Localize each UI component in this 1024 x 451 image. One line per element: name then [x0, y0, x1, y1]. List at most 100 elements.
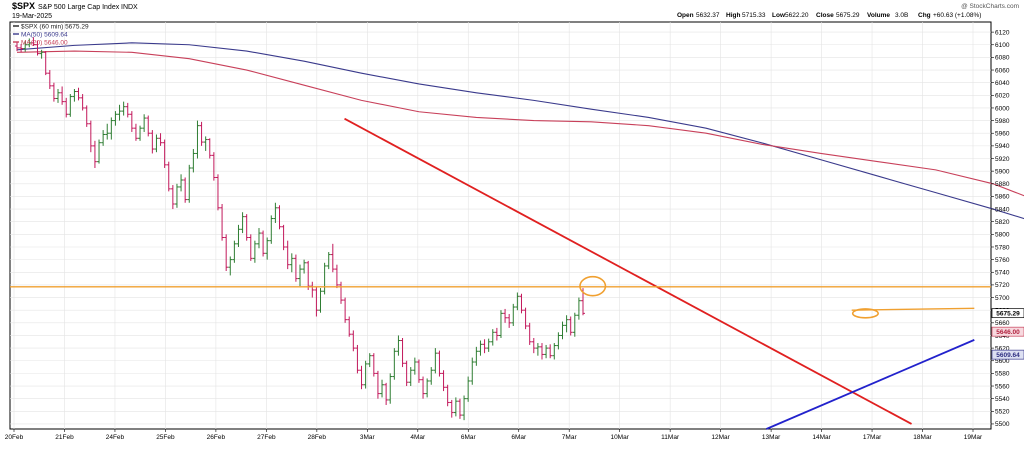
- price-bar: [43, 51, 48, 76]
- highlight-ellipse: [579, 275, 607, 297]
- price-bar: [445, 384, 450, 407]
- y-tick-label: 5760: [995, 257, 1010, 264]
- price-tag-text: 5646.00: [996, 329, 1020, 336]
- price-bar: [511, 303, 516, 326]
- price-bar: [560, 321, 565, 340]
- high-value: 5715.33: [742, 12, 766, 19]
- legend-item: $SPX (60 min) 5675.29: [13, 23, 89, 30]
- price-bar: [298, 264, 302, 287]
- price-bar: [322, 262, 327, 295]
- price-bar: [503, 308, 508, 323]
- price-bar: [326, 252, 331, 270]
- trendline: [765, 339, 975, 430]
- price-tag-text: 5609.64: [996, 352, 1020, 359]
- price-bar: [256, 228, 261, 249]
- price-bar: [35, 40, 40, 56]
- price-bar: [498, 310, 503, 338]
- price-tag-box: [991, 326, 1024, 337]
- price-bar: [539, 343, 544, 360]
- price-bar: [568, 316, 573, 336]
- price-bar: [576, 297, 581, 320]
- price-bar: [109, 117, 114, 140]
- price-bar: [412, 357, 417, 375]
- price-bar: [490, 329, 495, 346]
- y-tick-label: 5880: [995, 181, 1010, 188]
- price-bar: [97, 139, 102, 164]
- volume-label: Volume: [867, 12, 890, 19]
- price-bar: [27, 38, 32, 48]
- y-tick-label: 5620: [995, 345, 1010, 352]
- high-label: High: [726, 12, 740, 19]
- y-tick-label: 5780: [995, 244, 1010, 251]
- price-bar: [359, 365, 364, 390]
- watermark: @ StockCharts.com: [961, 3, 1019, 10]
- price-bar: [252, 240, 257, 263]
- price-bar: [162, 139, 167, 168]
- price-bar: [375, 370, 380, 399]
- price-bar: [121, 101, 126, 116]
- price-bar: [392, 348, 397, 380]
- price-bar: [129, 111, 134, 132]
- y-tick-label: 5540: [995, 396, 1010, 403]
- price-bar: [421, 376, 426, 399]
- price-bar: [125, 102, 130, 118]
- x-tick-label: 10Mar: [610, 434, 629, 441]
- price-tag-box: [991, 308, 1024, 319]
- price-bar: [367, 353, 372, 368]
- y-tick-label: 5980: [995, 118, 1010, 125]
- price-bar: [515, 292, 520, 311]
- price-bar: [105, 123, 110, 140]
- price-bar: [339, 281, 344, 304]
- price-bar: [150, 130, 155, 154]
- price-bar: [64, 97, 69, 118]
- price-bar: [60, 86, 65, 105]
- legend-label: MA(20) 5646.00: [21, 39, 68, 46]
- x-tick-label: 25Feb: [156, 434, 175, 441]
- x-tick-label: 28Feb: [308, 434, 327, 441]
- chart-name: S&P 500 Large Cap Index: [38, 4, 120, 11]
- price-bar: [396, 335, 401, 356]
- price-bar: [474, 346, 479, 366]
- y-tick-label: 5900: [995, 168, 1010, 175]
- x-tick-label: 20Feb: [5, 434, 24, 441]
- price-bar: [84, 105, 89, 127]
- price-bar: [101, 130, 106, 146]
- price-bar: [400, 337, 405, 368]
- price-bar: [174, 183, 179, 208]
- price-bar: [355, 344, 360, 374]
- y-tick-label: 6060: [995, 67, 1010, 74]
- price-bar: [527, 322, 532, 345]
- price-bar: [179, 174, 184, 192]
- price-bar: [453, 397, 458, 417]
- close-label: Close: [816, 12, 834, 19]
- price-bar: [478, 340, 483, 356]
- price-bar: [146, 115, 151, 137]
- low-value: 5622.20: [785, 12, 809, 19]
- x-tick-label: 3Mar: [360, 434, 376, 441]
- y-tick-label: 5660: [995, 320, 1010, 327]
- y-tick-label: 6120: [995, 29, 1010, 36]
- price-bar: [408, 367, 413, 387]
- x-tick-label: 19Mar: [964, 434, 983, 441]
- price-bar: [318, 288, 323, 313]
- y-tick-label: 6100: [995, 42, 1010, 49]
- y-tick-label: 5600: [995, 358, 1010, 365]
- price-bar: [269, 215, 274, 244]
- legend-label: $SPX (60 min) 5675.29: [21, 23, 89, 30]
- price-bar: [535, 343, 540, 356]
- price-tag: 5646.00: [991, 326, 1024, 337]
- price-bar: [314, 287, 319, 317]
- price-bar: [261, 230, 266, 257]
- y-tick-label: 5740: [995, 270, 1010, 277]
- ohlc-readout: Open 5632.37 High 5715.33 Low 5622.20 Cl…: [677, 12, 981, 19]
- y-tick-label: 6080: [995, 55, 1010, 62]
- price-bar: [544, 344, 549, 359]
- price-bar: [556, 332, 561, 350]
- price-bar: [232, 240, 237, 263]
- price-bar: [470, 357, 475, 385]
- price-bar: [92, 140, 97, 168]
- price-bar: [158, 133, 163, 146]
- chart-date: 19-Mar-2025: [12, 13, 52, 20]
- price-bar: [519, 293, 524, 314]
- x-tick-label: 7Mar: [562, 434, 578, 441]
